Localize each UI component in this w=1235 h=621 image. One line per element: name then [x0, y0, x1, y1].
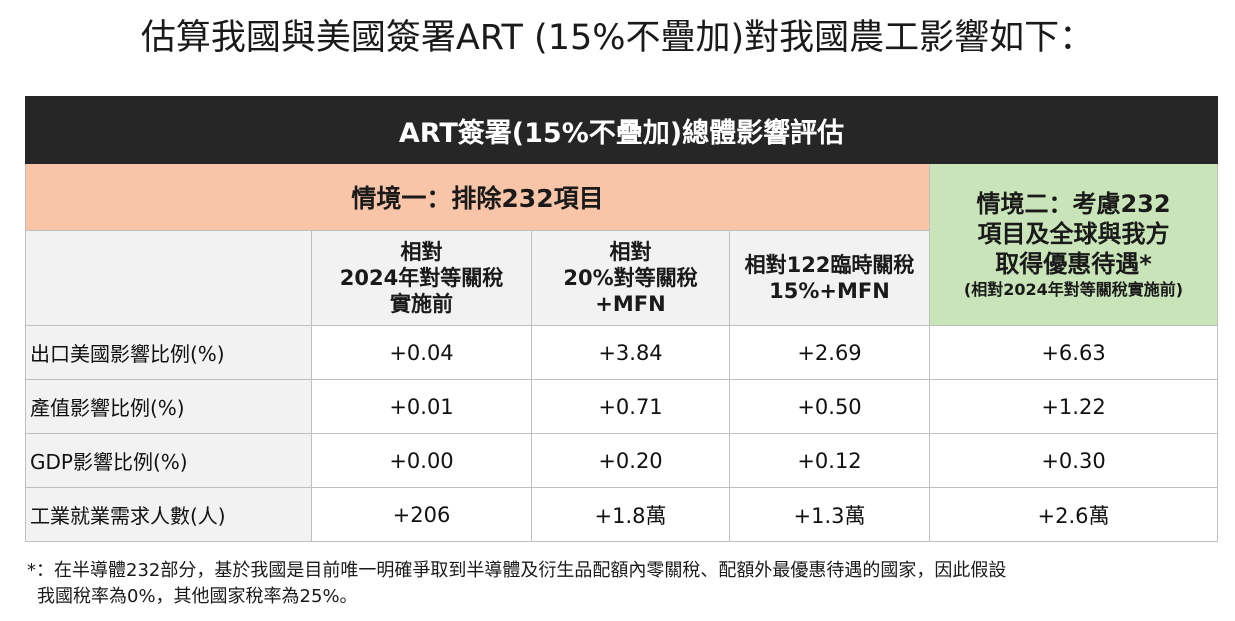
table-cell: +206 — [311, 487, 532, 542]
row-label: 工業就業需求人數(人) — [25, 487, 312, 542]
column-header-2-line3: +MFN — [595, 292, 666, 316]
table-cell: +0.00 — [311, 433, 532, 488]
table-cell: +0.20 — [531, 433, 730, 488]
column-header-3: 相對122臨時關稅 15%+MFN — [729, 230, 930, 326]
column-header-1: 相對 2024年對等關稅 實施前 — [311, 230, 532, 326]
column-header-2: 相對 20%對等關稅 +MFN — [531, 230, 730, 326]
table-cell: +0.12 — [729, 433, 930, 488]
scenario2-note: (相對2024年對等關稅實施前) — [963, 279, 1184, 299]
impact-assessment-table: ART簽署(15%不疊加)總體影響評估 情境一：排除232項目 情境二：考慮23… — [24, 96, 1219, 542]
table-banner: ART簽署(15%不疊加)總體影響評估 — [24, 96, 1219, 164]
table-cell: +0.04 — [311, 325, 532, 380]
scenario2-header: 情境二：考慮232 項目及全球與我方 取得優惠待遇* (相對2024年對等關稅實… — [928, 163, 1219, 326]
column-header-row: 相對 2024年對等關稅 實施前 相對 20%對等關稅 +MFN 相對122臨時… — [25, 230, 1218, 326]
column-header-1-line3: 實施前 — [390, 292, 453, 316]
table-cell: +0.71 — [531, 379, 730, 434]
column-header-3-line1: 相對122臨時關稅 — [744, 253, 915, 277]
table-cell: +0.30 — [928, 433, 1219, 488]
table-cell: +2.69 — [729, 325, 930, 380]
row-label: GDP影響比例(%) — [25, 433, 312, 488]
footnote-line1: *：在半導體232部分，基於我國是目前唯一明確爭取到半導體及衍生品配額內零關稅、… — [27, 560, 1007, 581]
table-cell: +1.8萬 — [531, 487, 730, 542]
table-row: GDP影響比例(%) +0.00 +0.20 +0.12 +0.30 — [25, 433, 1219, 488]
table-cell: +1.3萬 — [729, 487, 930, 542]
column-header-1-line1: 相對 — [400, 240, 443, 264]
table-row: 出口美國影響比例(%) +0.04 +3.84 +2.69 +6.63 — [25, 325, 1219, 380]
row-label: 出口美國影響比例(%) — [25, 325, 312, 380]
footnote-line2: 我國稅率為0%，其他國家稅率為25%。 — [37, 586, 358, 607]
table-cell: +2.6萬 — [928, 487, 1219, 542]
scenario2-line1: 情境二：考慮232 — [976, 189, 1171, 218]
column-header-2-line1: 相對 — [609, 240, 652, 264]
table-cell: +1.22 — [928, 379, 1219, 434]
scenario2-line2: 項目及全球與我方 — [977, 219, 1170, 248]
scenario2-line3: 取得優惠待遇* — [995, 249, 1152, 278]
scenario1-header: 情境一：排除232項目 — [25, 163, 930, 231]
table-cell: +0.01 — [311, 379, 532, 434]
page-title: 估算我國與美國簽署ART (15%不疊加)對我國農工影響如下： — [140, 18, 1095, 58]
table-cell: +3.84 — [531, 325, 730, 380]
banner-row: ART簽署(15%不疊加)總體影響評估 — [24, 96, 1219, 164]
column-header-1-line2: 2024年對等關稅 — [339, 266, 504, 290]
row-label-header — [25, 230, 312, 326]
table-cell: +6.63 — [928, 325, 1219, 380]
table-row: 產值影響比例(%) +0.01 +0.71 +0.50 +1.22 — [25, 379, 1219, 434]
footnote: *：在半導體232部分，基於我國是目前唯一明確爭取到半導體及衍生品配額內零關稅、… — [27, 558, 1222, 610]
row-label: 產值影響比例(%) — [25, 379, 312, 434]
table-cell: +0.50 — [729, 379, 930, 434]
scenario-header-row: 情境一：排除232項目 情境二：考慮232 項目及全球與我方 取得優惠待遇* (… — [25, 163, 1219, 326]
table-row: 工業就業需求人數(人) +206 +1.8萬 +1.3萬 +2.6萬 — [25, 487, 1219, 542]
column-header-3-line2: 15%+MFN — [769, 279, 890, 303]
column-header-2-line2: 20%對等關稅 — [563, 266, 698, 290]
